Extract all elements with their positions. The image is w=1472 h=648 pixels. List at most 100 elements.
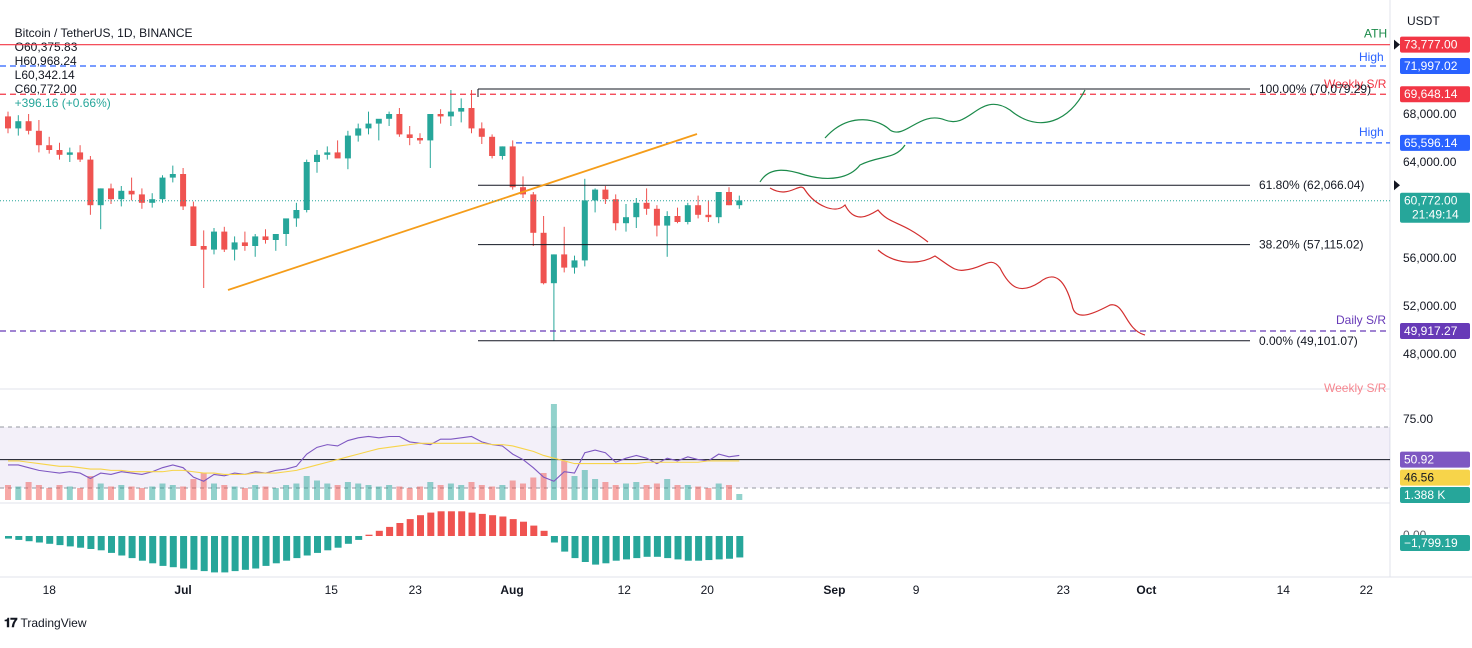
macd-bar [77, 536, 85, 548]
candle-body [520, 187, 526, 195]
macd-bar [427, 512, 435, 536]
volume-bar [87, 476, 94, 500]
macd-bar [509, 519, 517, 536]
candle [468, 90, 475, 134]
candle [406, 126, 413, 146]
volume-bar [540, 473, 547, 500]
macd-bar [705, 536, 713, 561]
macd-bar [664, 536, 672, 559]
high-top-price-badge-text: 71,997.02 [1404, 59, 1458, 73]
ohlc-open: O60,375.83 [14, 40, 78, 54]
volume-bar [612, 485, 619, 500]
candle [15, 115, 22, 136]
macd-bar [190, 536, 198, 570]
weekly-sr-price-badge: 69,648.14 [1400, 86, 1470, 103]
macd-bar [87, 536, 95, 549]
volume-badge-bg [1400, 487, 1470, 503]
candle [417, 133, 423, 144]
candle [190, 201, 197, 246]
tradingview-brand[interactable]: 𝟏𝟕 TradingView [4, 615, 87, 631]
candle-body [344, 135, 351, 159]
candle [592, 188, 599, 213]
ohlc-low: L60,342.14 [14, 68, 75, 82]
volume-bar [458, 485, 465, 500]
candle-body [653, 208, 660, 226]
rsi-tick-label: 75.00 [1403, 412, 1433, 426]
candle-body [159, 177, 166, 200]
candle [314, 150, 320, 173]
macd-bar [169, 536, 177, 568]
macd-bar [468, 512, 476, 536]
weekly-sr-price-badge-bg [1400, 86, 1470, 103]
candle [283, 218, 290, 246]
time-tick-label: 15 [325, 583, 339, 597]
candle [149, 193, 156, 208]
candle-body [97, 188, 104, 206]
volume-bar [25, 482, 32, 500]
candle-body [324, 152, 331, 155]
daily-sr-price-badge-text: 49,917.27 [1404, 324, 1458, 338]
candle [293, 202, 300, 227]
candle-body [293, 210, 300, 219]
volume-bar [489, 486, 496, 500]
candle [458, 98, 465, 123]
price-tick-label: 56,000.00 [1403, 251, 1457, 265]
candle [87, 156, 94, 215]
macd-bar [458, 511, 466, 536]
trendline [227, 133, 698, 291]
volume-bar [159, 483, 166, 500]
macd-bar [417, 515, 424, 536]
volume-bar [77, 488, 84, 500]
macd-bar [715, 536, 723, 560]
candle-body [365, 123, 372, 129]
volume-bar [592, 479, 599, 500]
red-projection-upper [769, 186, 929, 243]
volume-bar [684, 485, 691, 500]
candle [118, 186, 125, 207]
candle [262, 229, 269, 244]
volume-bar [520, 483, 526, 500]
macd-bar [561, 536, 569, 552]
rsi-value-badge: 50.92 [1400, 451, 1470, 468]
time-tick-label: 14 [1277, 583, 1291, 597]
candle [509, 140, 516, 190]
volume-bar [509, 480, 516, 500]
volume-bar [468, 482, 475, 500]
candle-body [262, 236, 269, 240]
candle [169, 165, 176, 183]
candle-body [334, 152, 341, 159]
symbol-title[interactable]: Bitcoin / TetherUS, 1D, BINANCE [14, 26, 193, 40]
candle [77, 145, 84, 162]
volume-bar [56, 485, 63, 500]
macd-bar [355, 536, 363, 540]
candle [581, 178, 588, 267]
macd-bar [684, 536, 692, 561]
volume-bar [108, 486, 114, 500]
macd-bar [138, 536, 146, 561]
candle [272, 234, 279, 251]
high-mid-price-badge-bg [1400, 134, 1470, 151]
macd-bar [241, 536, 249, 570]
candle [561, 226, 568, 273]
time-tick-label: 23 [1057, 583, 1071, 597]
candle-body [602, 189, 609, 200]
candle-body [87, 159, 94, 206]
candle [200, 230, 207, 288]
volume-bar [664, 479, 671, 500]
candle-body [571, 260, 578, 268]
volume-bar [417, 486, 423, 500]
candle [643, 188, 650, 215]
candle [540, 216, 547, 285]
macd-bar [272, 536, 280, 564]
candle [375, 118, 382, 141]
macd-value-badge-bg [1400, 535, 1470, 551]
macd-bar [540, 530, 548, 536]
candle [211, 228, 217, 255]
macd-bar [25, 536, 33, 542]
daily-sr-price-badge: 49,917.27 [1400, 322, 1470, 339]
volume-bar [530, 477, 537, 500]
ohlc-close: C60,772.00 [14, 82, 77, 96]
volume-bar [581, 470, 588, 500]
candle [623, 204, 629, 232]
